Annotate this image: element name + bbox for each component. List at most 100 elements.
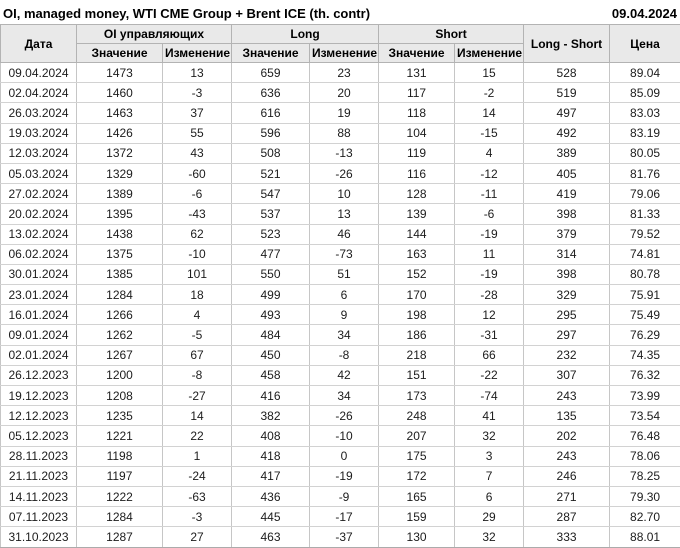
long-change-cell: 19	[309, 102, 380, 124]
long-change-cell: -19	[309, 465, 380, 487]
long-change-cell: 46	[309, 223, 380, 245]
table-row: 26.12.2023 1200 -8 458 42 151 -22 307 76.32	[0, 364, 680, 387]
long-value-cell: 417	[231, 465, 311, 487]
price-cell: 82.70	[609, 506, 680, 528]
price-cell: 81.76	[609, 162, 680, 185]
price-cell: 74.81	[609, 243, 680, 265]
header-row-sub: Значение Изменение Значение Изменение Зн…	[1, 43, 680, 63]
long-value-cell: 616	[231, 102, 311, 124]
oi-value-cell: 1287	[76, 526, 163, 548]
col-group-oi: OI управляющих	[75, 24, 233, 44]
long-value-cell: 436	[231, 485, 311, 508]
short-value-cell: 139	[378, 203, 456, 225]
long-short-cell: 295	[523, 304, 611, 326]
report-date: 09.04.2024	[611, 5, 677, 21]
long-value-cell: 508	[231, 142, 311, 164]
oi-change-cell: 14	[161, 405, 233, 427]
oi-change-cell: -27	[161, 384, 233, 407]
short-change-cell: -22	[454, 364, 525, 387]
short-value-cell: 128	[378, 183, 456, 205]
oi-value-cell: 1222	[76, 485, 163, 508]
date-cell: 26.03.2024	[0, 102, 77, 124]
price-cell: 83.03	[609, 102, 680, 124]
date-cell: 16.01.2024	[0, 304, 77, 326]
table-row: 05.03.2024 1329 -60 521 -26 116 -12 405 81.76	[0, 162, 680, 185]
long-short-cell: 243	[523, 384, 611, 407]
long-change-cell: -9	[309, 485, 380, 508]
short-change-cell: -15	[454, 122, 525, 144]
price-cell: 89.04	[609, 61, 680, 84]
table-row: 09.01.2024 1262 -5 484 34 186 -31 297 76.29	[0, 324, 680, 346]
oi-value-cell: 1198	[76, 445, 163, 467]
price-cell: 76.32	[609, 364, 680, 387]
date-cell: 31.10.2023	[0, 526, 77, 548]
short-value-cell: 163	[378, 243, 456, 265]
long-value-cell: 484	[231, 324, 311, 346]
oi-change-cell: 55	[161, 122, 233, 144]
short-change-cell: 29	[454, 506, 525, 528]
short-change-cell: 12	[454, 304, 525, 326]
oi-value-cell: 1473	[76, 61, 163, 84]
long-short-cell: 519	[523, 82, 611, 104]
date-cell: 06.02.2024	[0, 243, 77, 265]
table-row: 09.04.2024 1473 13 659 23 131 15 528 89.04	[0, 61, 680, 84]
short-change-cell: -2	[454, 82, 525, 104]
date-cell: 27.02.2024	[0, 183, 77, 205]
long-value-cell: 408	[231, 425, 311, 447]
long-value-cell: 523	[231, 223, 311, 245]
long-short-cell: 232	[523, 344, 611, 366]
short-value-cell: 173	[378, 384, 456, 407]
price-cell: 88.01	[609, 526, 680, 548]
short-change-cell: 32	[454, 526, 525, 548]
short-change-cell: 11	[454, 243, 525, 265]
long-value-cell: 382	[231, 405, 311, 427]
oi-value-cell: 1426	[76, 122, 163, 144]
long-short-cell: 307	[523, 364, 611, 387]
table-row: 28.11.2023 1198 1 418 0 175 3 243 78.06	[0, 445, 680, 467]
price-cell: 78.25	[609, 465, 680, 487]
long-value-cell: 493	[231, 304, 311, 326]
date-cell: 21.11.2023	[0, 465, 77, 487]
price-cell: 73.99	[609, 384, 680, 407]
short-change-cell: 41	[454, 405, 525, 427]
table-row: 19.03.2024 1426 55 596 88 104 -15 492 83.19	[0, 122, 680, 144]
short-value-cell: 118	[378, 102, 456, 124]
long-short-cell: 379	[523, 223, 611, 245]
oi-change-cell: -63	[161, 485, 233, 508]
table-row: 26.03.2024 1463 37 616 19 118 14 497 83.03	[0, 102, 680, 124]
date-cell: 28.11.2023	[0, 445, 77, 467]
oi-change-cell: -5	[161, 324, 233, 346]
short-value-cell: 248	[378, 405, 456, 427]
long-short-cell: 398	[523, 203, 611, 225]
table-row: 12.03.2024 1372 43 508 -13 119 4 389 80.05	[0, 142, 680, 164]
date-cell: 20.02.2024	[0, 203, 77, 225]
short-change-cell: -11	[454, 183, 525, 205]
table-row: 21.11.2023 1197 -24 417 -19 172 7 246 78.25	[0, 465, 680, 487]
oi-value-cell: 1197	[76, 465, 163, 487]
table-row: 23.01.2024 1284 18 499 6 170 -28 329 75.91	[0, 284, 680, 306]
oi-change-cell: 1	[161, 445, 233, 467]
date-cell: 02.04.2024	[0, 82, 77, 104]
oi-change-cell: 13	[161, 61, 233, 84]
col-header-long-value: Значение	[231, 43, 311, 63]
table-row: 27.02.2024 1389 -6 547 10 128 -11 419 79.06	[0, 183, 680, 205]
long-value-cell: 445	[231, 506, 311, 528]
long-change-cell: 0	[309, 445, 380, 467]
long-short-cell: 389	[523, 142, 611, 164]
long-change-cell: 10	[309, 183, 380, 205]
price-cell: 81.33	[609, 203, 680, 225]
oi-value-cell: 1284	[76, 506, 163, 528]
long-short-cell: 287	[523, 506, 611, 528]
header-row-groups: Дата OI управляющих Long Short Long - Sh…	[0, 24, 680, 63]
long-short-cell: 297	[523, 324, 611, 346]
date-cell: 13.02.2024	[0, 223, 77, 245]
long-value-cell: 477	[231, 243, 311, 265]
date-cell: 02.01.2024	[0, 344, 77, 366]
short-value-cell: 104	[378, 122, 456, 144]
long-short-cell: 419	[523, 183, 611, 205]
col-header-short-value: Значение	[378, 43, 456, 63]
short-change-cell: 14	[454, 102, 525, 124]
oi-change-cell: 101	[161, 263, 233, 286]
date-cell: 23.01.2024	[0, 284, 77, 306]
long-change-cell: -73	[309, 243, 380, 265]
